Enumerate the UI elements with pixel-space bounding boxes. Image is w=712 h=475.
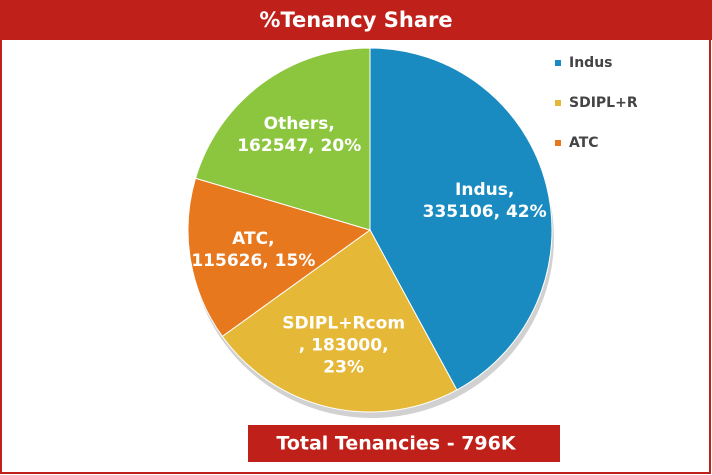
legend-entry: Indus (555, 52, 637, 74)
legend-swatch (555, 100, 561, 106)
pie-slice (221, 229, 458, 413)
data-label-line: Others, (264, 114, 335, 134)
data-label-line: Indus, (455, 180, 514, 200)
legend-entry: SDIPL+Rcom (555, 92, 637, 114)
data-label-line: 335106, 42% (423, 202, 547, 222)
footer-box (248, 425, 560, 462)
data-label-line: ATC, (232, 229, 274, 249)
data-label: ATC, 115626, 15% (191, 229, 315, 271)
legend-swatch (555, 140, 561, 146)
legend-label: ATC (569, 135, 599, 151)
data-labels: Indus, 335106, 42% SDIPL+Rcom, 183000, 23% A… (191, 114, 546, 377)
legend-label: Indus (569, 55, 613, 71)
pie-slice (187, 177, 372, 338)
legend-swatch (555, 60, 561, 66)
data-label: SDIPL+Rcom, 183000, 23% (282, 313, 405, 377)
data-label-line: , 183000, (299, 335, 389, 355)
data-label: Indus, 335106, 42% (423, 180, 547, 222)
pie-slice (194, 47, 371, 231)
data-label-line: SDIPL+Rcom (282, 313, 405, 333)
pie-slice (369, 47, 553, 391)
data-label-line: 23% (323, 357, 364, 377)
data-label: Others, 162547, 20% (237, 114, 361, 156)
chart-title: %Tenancy Share (259, 8, 452, 32)
legend-entry: ATC (555, 132, 637, 154)
pie (187, 47, 553, 413)
header-bar (0, 0, 712, 40)
footer: Total Tenancies - 796K (276, 433, 516, 455)
data-label-line: 115626, 15% (191, 251, 315, 271)
legend-label: SDIPL+Rcom (569, 95, 637, 111)
data-label-line: 162547, 20% (237, 136, 361, 156)
